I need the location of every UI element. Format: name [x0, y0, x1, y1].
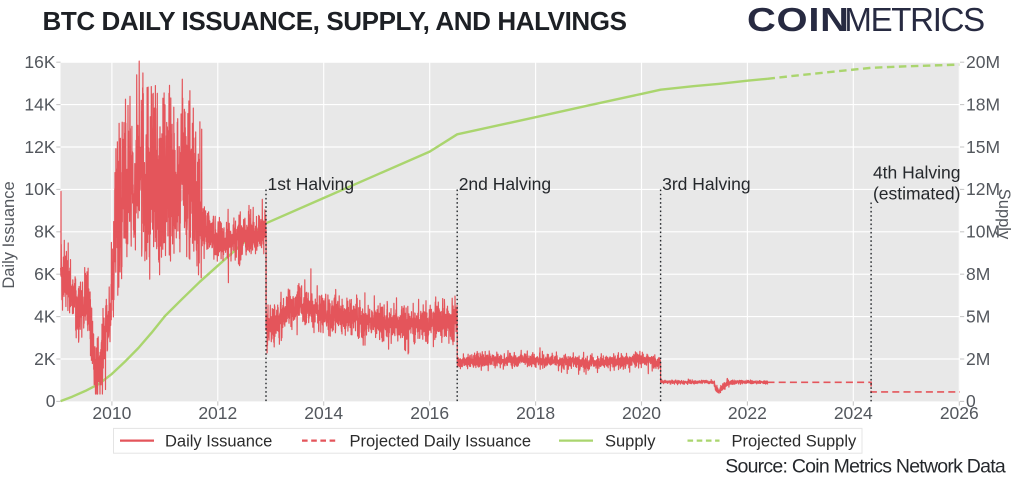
svg-text:8M: 8M: [966, 264, 990, 284]
svg-text:Daily Issuance: Daily Issuance: [165, 432, 272, 450]
svg-text:2012: 2012: [198, 403, 237, 423]
svg-text:2014: 2014: [304, 403, 343, 423]
svg-text:10M: 10M: [966, 222, 1000, 242]
svg-text:12K: 12K: [24, 137, 55, 157]
svg-text:(estimated): (estimated): [873, 183, 961, 203]
svg-text:20M: 20M: [966, 52, 1000, 72]
svg-text:2K: 2K: [34, 349, 56, 369]
svg-text:2018: 2018: [516, 403, 555, 423]
svg-text:2016: 2016: [410, 403, 449, 423]
svg-text:14K: 14K: [24, 94, 55, 114]
svg-text:3rd Halving: 3rd Halving: [662, 174, 751, 194]
svg-text:16K: 16K: [24, 52, 55, 72]
svg-text:12M: 12M: [966, 179, 1000, 199]
svg-text:0: 0: [966, 391, 976, 411]
svg-text:5M: 5M: [966, 306, 990, 326]
svg-text:Supply: Supply: [995, 189, 1013, 240]
svg-text:Supply: Supply: [605, 432, 656, 450]
svg-text:2020: 2020: [622, 403, 661, 423]
svg-text:15M: 15M: [966, 137, 1000, 157]
svg-text:2nd Halving: 2nd Halving: [459, 174, 551, 194]
svg-text:4K: 4K: [34, 306, 56, 326]
svg-text:1st Halving: 1st Halving: [268, 174, 355, 194]
svg-text:18M: 18M: [966, 94, 1000, 114]
svg-text:Projected Daily Issuance: Projected Daily Issuance: [350, 432, 532, 450]
svg-text:6K: 6K: [34, 264, 56, 284]
svg-text:Projected Supply: Projected Supply: [732, 432, 857, 450]
svg-text:2024: 2024: [834, 403, 873, 423]
svg-text:0: 0: [46, 391, 56, 411]
svg-text:2022: 2022: [728, 403, 767, 423]
svg-text:2M: 2M: [966, 349, 990, 369]
svg-text:Source: Coin Metrics Network D: Source: Coin Metrics Network Data: [725, 456, 1006, 478]
svg-text:2010: 2010: [92, 403, 131, 423]
svg-text:4th Halving: 4th Halving: [873, 162, 961, 182]
svg-text:8K: 8K: [34, 222, 56, 242]
svg-text:2026: 2026: [940, 403, 979, 423]
svg-text:10K: 10K: [24, 179, 55, 199]
svg-text:Daily Issuance: Daily Issuance: [0, 181, 18, 288]
